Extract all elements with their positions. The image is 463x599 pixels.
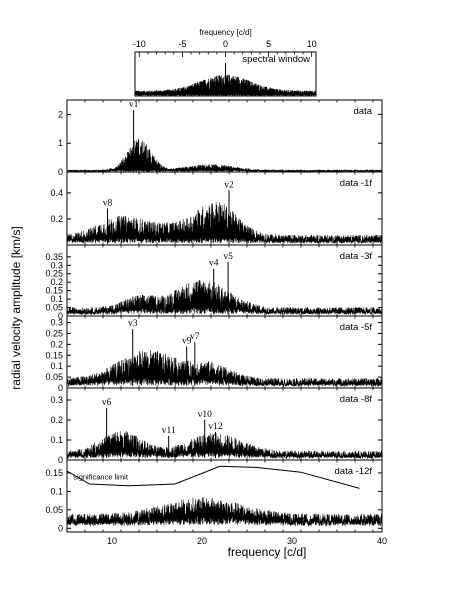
spectrum-trace bbox=[67, 138, 382, 172]
window-x-axis-title: frequency [c/d] bbox=[199, 28, 251, 37]
y-tick-label: 0 bbox=[58, 455, 63, 465]
v12-arrow-head bbox=[208, 441, 213, 446]
panel-label-data-5f: data -5f bbox=[340, 322, 373, 333]
peak-label-v9: v9 bbox=[182, 337, 192, 347]
y-tick-label: 0.05 bbox=[45, 372, 63, 382]
y-tick-label: 0.3 bbox=[50, 318, 63, 328]
x-tick-label: 5 bbox=[266, 39, 271, 49]
peak-label-v11: v11 bbox=[162, 426, 176, 436]
spectrum-trace bbox=[67, 497, 382, 527]
panel-label-data-1f: data -1f bbox=[340, 178, 373, 189]
peak-label-v8: v8 bbox=[103, 199, 113, 209]
y-tick-label: 0.2 bbox=[50, 277, 63, 287]
y-tick-label: 0 bbox=[58, 383, 63, 393]
y-tick-label: 0.15 bbox=[45, 468, 63, 478]
peak-label-v12: v12 bbox=[208, 422, 223, 432]
panel-label-data: data bbox=[354, 106, 373, 117]
spectrum-trace bbox=[67, 280, 382, 315]
y-tick-label: 0.2 bbox=[50, 339, 63, 349]
spectrum-trace bbox=[67, 431, 382, 459]
x-tick-label: -5 bbox=[178, 39, 186, 49]
y-tick-label: 0.3 bbox=[50, 395, 63, 405]
y-tick-label: 1 bbox=[58, 138, 63, 148]
peak-label-v2: v2 bbox=[224, 180, 234, 190]
y-tick-label: 0.1 bbox=[50, 486, 63, 496]
y-tick-label: 0.3 bbox=[50, 260, 63, 270]
y-tick-label: 0 bbox=[58, 523, 63, 533]
peak-label-v3: v3 bbox=[128, 319, 138, 329]
y-tick-label: 0.35 bbox=[45, 252, 63, 262]
y-tick-label: 0.1 bbox=[50, 294, 63, 304]
panel-data-3f: v4 v5 00.050.10.150.20.250.30.35 data -3f bbox=[45, 244, 383, 321]
panel-data-1f: v8 v2 0.2 0.4 data -1f bbox=[50, 171, 383, 246]
x-tick-label: 40 bbox=[377, 536, 387, 546]
x-tick-label: -10 bbox=[133, 39, 146, 49]
x-tick-label: 0 bbox=[223, 39, 228, 49]
panel-data: v1 0 1 2 data bbox=[58, 99, 383, 177]
spectrum-trace bbox=[67, 202, 382, 244]
peak-label-v10: v10 bbox=[198, 410, 213, 420]
x-axis-title: frequency [c/d] bbox=[228, 545, 307, 559]
spectrum-trace bbox=[67, 350, 382, 387]
panel-frame bbox=[66, 459, 383, 533]
significance-curve bbox=[66, 465, 360, 489]
peak-label-v1: v1 bbox=[129, 100, 139, 110]
y-axis-title: radial velocity amplitude [km/s] bbox=[9, 226, 23, 389]
y-tick-label: 0.25 bbox=[45, 328, 63, 338]
peak-label-v4: v4 bbox=[209, 259, 219, 269]
y-tick-label: 0 bbox=[58, 167, 63, 177]
x-tick-label: 20 bbox=[197, 536, 207, 546]
panel-label-data-8f: data -8f bbox=[340, 394, 373, 405]
y-tick-label: 0.1 bbox=[50, 361, 63, 371]
panel-window: -10 -5 0 5 10 spectral window frequency [c/d] bbox=[133, 28, 317, 97]
x-tick-label: 30 bbox=[287, 536, 297, 546]
y-tick-label: 0.15 bbox=[45, 350, 63, 360]
y-tick-label: 0.1 bbox=[50, 435, 63, 445]
y-tick-label: 0 bbox=[58, 311, 63, 321]
y-tick-label: 0.2 bbox=[50, 415, 63, 425]
y-tick-label: 0.4 bbox=[50, 188, 63, 198]
y-tick-label: 0.05 bbox=[45, 505, 63, 515]
panel-label-window: spectral window bbox=[242, 54, 310, 65]
y-tick-label: 2 bbox=[58, 109, 63, 119]
x-tick-label: 10 bbox=[107, 536, 117, 546]
y-tick-label: 0.15 bbox=[45, 286, 63, 296]
peak-label-v7: v7 bbox=[190, 332, 200, 342]
peak-label-v6: v6 bbox=[102, 398, 112, 408]
peak-label-v5: v5 bbox=[223, 252, 233, 262]
significance-label: significance limit bbox=[73, 473, 129, 482]
panel-data-12f: significance limit 0 0.05 0.1 0.15 10 20 30 40 da… bbox=[45, 459, 387, 546]
y-tick-label: 0.05 bbox=[45, 303, 63, 313]
panel-frame bbox=[66, 99, 383, 173]
y-tick-label: 0.25 bbox=[45, 269, 63, 279]
y-tick-label: 0.2 bbox=[50, 214, 63, 224]
x-tick-label: 10 bbox=[307, 39, 317, 49]
panel-data-8f: v6 v11 v10 v12 0 0.1 0.2 0.3 data -8f bbox=[50, 387, 383, 465]
panel-label-data-12f: data -12f bbox=[335, 466, 373, 477]
panel-label-data-3f: data -3f bbox=[340, 251, 373, 262]
